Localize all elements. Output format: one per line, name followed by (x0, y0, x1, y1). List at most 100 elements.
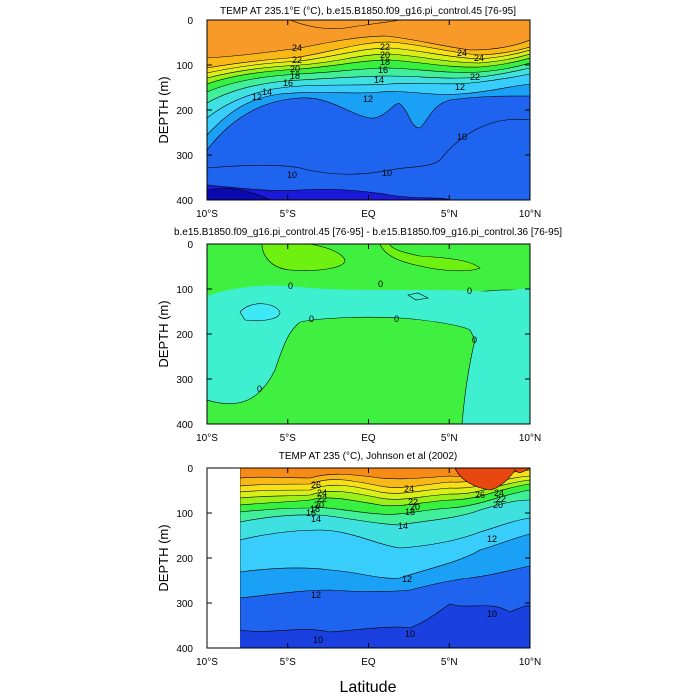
contour-label: 0 (309, 314, 314, 324)
x-tick-label: EQ (361, 209, 376, 220)
contour-label: 0 (257, 384, 262, 394)
y-tick-label: 100 (176, 285, 193, 296)
panel-3: TEMP AT 235 (°C), Johnson et al (2002) 2… (156, 451, 541, 668)
contour-label: 18 (405, 507, 415, 517)
contour-label: 14 (262, 87, 272, 97)
contour-label: 14 (398, 521, 408, 531)
panel-1-title: TEMP AT 235.1°E (°C), b.e15.B1850.f09_g1… (220, 6, 516, 17)
contour-label: 24 (494, 488, 504, 498)
x-tick-label: 10°N (519, 657, 541, 668)
x-tick-label: EQ (361, 433, 376, 444)
panel-3-contour-labels: 26 24 22 20 18 16 14 24 22 20 18 14 26 2… (306, 480, 506, 645)
panel-2-contour-labels: 0 0 0 0 0 0 0 (257, 279, 477, 394)
x-tick-label: 10°S (196, 209, 218, 220)
contour-label: 16 (306, 508, 316, 518)
contour-label: 12 (487, 534, 497, 544)
panel-2-ylabel: DEPTH (m) (156, 300, 171, 367)
contour-label: 10 (487, 609, 497, 619)
diff-band-positive-1 (261, 244, 346, 271)
y-tick-label: 400 (176, 644, 193, 655)
panel-1-ticks: 10°S 5°S EQ 5°N 10°N 0 100 200 300 400 (176, 16, 541, 220)
contour-label: 24 (474, 53, 484, 63)
diff-band-min (239, 303, 281, 322)
temp-band-8 (207, 184, 451, 200)
panel-3-ylabel: DEPTH (m) (156, 524, 171, 591)
y-tick-label: 100 (176, 509, 193, 520)
contour-label: 22 (470, 72, 480, 82)
contour-label: 20 (380, 50, 390, 60)
contour-label: 24 (404, 484, 414, 494)
contour-label: 12 (455, 82, 465, 92)
contour-label: 20 (493, 500, 503, 510)
panel-1-contours (207, 20, 530, 200)
x-axis-label: Latitude (340, 679, 397, 696)
x-tick-label: 10°N (519, 209, 541, 220)
contour-label: 0 (472, 335, 477, 345)
x-tick-label: 5°S (280, 433, 297, 444)
contour-label: 24 (317, 488, 327, 498)
y-tick-label: 300 (176, 599, 193, 610)
y-tick-label: 0 (187, 240, 193, 251)
x-tick-label: 10°S (196, 657, 218, 668)
contour-label: 0 (394, 314, 399, 324)
contour-label: 12 (252, 92, 262, 102)
contour-label: 22 (292, 55, 302, 65)
contour-label: 24 (292, 43, 302, 53)
contour-label: 10 (287, 170, 297, 180)
panel-2: b.e15.B1850.f09_g16.pi_control.45 [76-95… (156, 227, 562, 444)
contour-label: 22 (380, 42, 390, 52)
x-tick-label: 5°S (280, 209, 297, 220)
y-tick-label: 0 (187, 16, 193, 27)
panel-2-contours (207, 244, 530, 424)
contour-label: 26 (311, 480, 321, 490)
contour-label: 22 (408, 497, 418, 507)
contour-label: 14 (374, 75, 384, 85)
contour-label: 0 (288, 281, 293, 291)
contour-label: 12 (363, 94, 373, 104)
contour-label: 20 (410, 502, 420, 512)
contour-label: 18 (290, 71, 300, 81)
contour-label: 20 (314, 500, 324, 510)
contour-label: 18 (380, 57, 390, 67)
y-tick-label: 0 (187, 464, 193, 475)
contour-label: 10 (457, 132, 467, 142)
contour-label: 16 (283, 78, 293, 88)
x-tick-label: 5°N (441, 657, 458, 668)
x-tick-label: 10°S (196, 433, 218, 444)
panel-3-title: TEMP AT 235 (°C), Johnson et al (2002) (279, 451, 458, 462)
temp-band-10b (207, 118, 530, 200)
contour-label: 10 (382, 168, 392, 178)
contour-label: 12 (311, 590, 321, 600)
x-tick-label: 5°N (441, 209, 458, 220)
diff-band-small (407, 292, 429, 301)
y-tick-label: 300 (176, 375, 193, 386)
y-tick-label: 400 (176, 420, 193, 431)
y-tick-label: 200 (176, 106, 193, 117)
contour-label: 12 (402, 574, 412, 584)
x-tick-label: EQ (361, 657, 376, 668)
y-tick-label: 300 (176, 151, 193, 162)
contour-label: 22 (496, 494, 506, 504)
contour-label: 20 (290, 64, 300, 74)
contour-label: 16 (378, 65, 388, 75)
obs-band-28 (454, 468, 530, 491)
contour-label: 26 (475, 490, 485, 500)
contour-label: 18 (310, 504, 320, 514)
contour-label: 10 (405, 629, 415, 639)
panel-1-ylabel: DEPTH (m) (156, 76, 171, 143)
temp-band-24 (207, 20, 530, 59)
panel-2-title: b.e15.B1850.f09_g16.pi_control.45 [76-95… (174, 227, 562, 238)
contour-label: 22 (317, 494, 327, 504)
x-tick-label: 10°N (519, 433, 541, 444)
panel-1-contour-labels: 24 22 20 18 16 14 12 12 10 10 10 24 22 2… (252, 42, 484, 180)
temp-band-25 (289, 20, 401, 30)
diff-band-positive-2 (379, 244, 481, 272)
contour-label: 24 (457, 48, 467, 58)
x-tick-label: 5°N (441, 433, 458, 444)
y-tick-label: 200 (176, 330, 193, 341)
y-tick-label: 400 (176, 196, 193, 207)
x-tick-label: 5°S (280, 657, 297, 668)
contour-label: 0 (378, 279, 383, 289)
contour-label: 10 (313, 635, 323, 645)
